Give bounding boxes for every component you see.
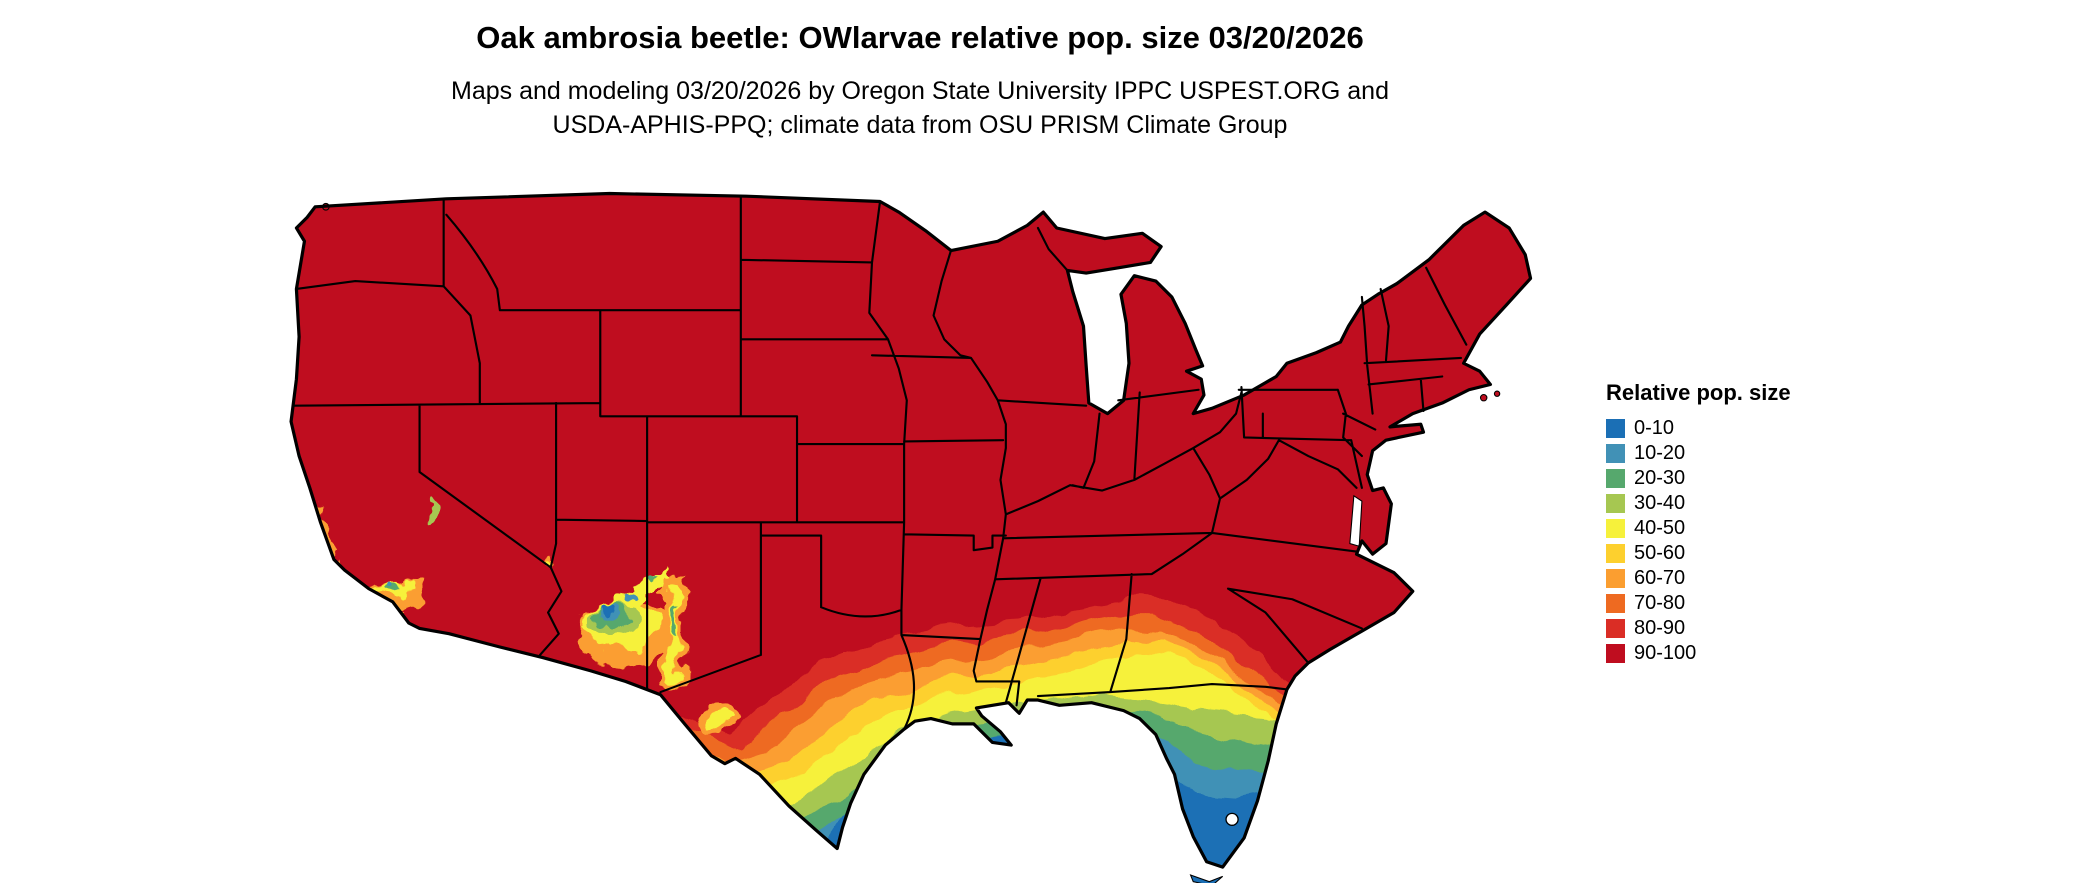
legend-label: 90-100 bbox=[1634, 642, 1697, 664]
page-title: Oak ambrosia beetle: OWlarvae relative p… bbox=[476, 20, 1364, 55]
legend-label: 80-90 bbox=[1634, 617, 1686, 639]
legend-label: 50-60 bbox=[1634, 542, 1686, 564]
legend-label: 40-50 bbox=[1634, 517, 1686, 539]
legend-swatch-20-30 bbox=[1606, 469, 1625, 488]
population-surface bbox=[291, 193, 1531, 868]
legend-label: 0-10 bbox=[1634, 417, 1675, 439]
island-marthas-vineyard bbox=[1493, 390, 1501, 397]
us-outline bbox=[289, 191, 1533, 869]
rio-grande-valley-green bbox=[669, 604, 676, 640]
legend-item: 70-80 bbox=[1606, 591, 1791, 616]
legend-swatch-80-90 bbox=[1606, 619, 1625, 638]
island-nantucket bbox=[1479, 393, 1488, 402]
legend-item: 10-20 bbox=[1606, 441, 1791, 466]
legend-label: 20-30 bbox=[1634, 467, 1686, 489]
legend: Relative pop. size 0-10 10-20 20-30 30-4… bbox=[1606, 380, 1791, 666]
terrain-mottle-southwest bbox=[308, 495, 741, 731]
sierra-streak bbox=[426, 495, 440, 528]
legend-swatch-10-20 bbox=[1606, 444, 1625, 463]
legend-swatch-70-80 bbox=[1606, 594, 1625, 613]
header: Oak ambrosia beetle: OWlarvae relative p… bbox=[0, 20, 1840, 142]
west-texas-mountains-yellow bbox=[707, 707, 732, 724]
population-base-90-100 bbox=[291, 193, 1531, 868]
legend-swatch-60-70 bbox=[1606, 569, 1625, 588]
legend-item: 30-40 bbox=[1606, 491, 1791, 516]
legend-item: 50-60 bbox=[1606, 541, 1791, 566]
legend-swatch-90-100 bbox=[1606, 644, 1625, 663]
legend-label: 10-20 bbox=[1634, 442, 1686, 464]
legend-swatch-40-50 bbox=[1606, 519, 1625, 538]
legend-item: 60-70 bbox=[1606, 566, 1791, 591]
legend-item: 20-30 bbox=[1606, 466, 1791, 491]
socal-mountains-teal bbox=[386, 580, 394, 587]
legend-item: 0-10 bbox=[1606, 416, 1791, 441]
florida-keys-islands bbox=[1189, 874, 1224, 883]
legend-item: 40-50 bbox=[1606, 516, 1791, 541]
legend-swatch-50-60 bbox=[1606, 544, 1625, 563]
legend-item: 80-90 bbox=[1606, 616, 1791, 641]
legend-swatch-30-40 bbox=[1606, 494, 1625, 513]
legend-item: 90-100 bbox=[1606, 641, 1791, 666]
us-map-svg bbox=[289, 191, 1533, 883]
az-mottle-blue bbox=[603, 603, 613, 614]
legend-swatch-0-10 bbox=[1606, 419, 1625, 438]
legend-label: 70-80 bbox=[1634, 592, 1686, 614]
az-highland-speck-1 bbox=[627, 589, 636, 598]
legend-label: 30-40 bbox=[1634, 492, 1686, 514]
lake-okeechobee bbox=[1225, 812, 1239, 826]
subtitle-line-1: Maps and modeling 03/20/2026 by Oregon S… bbox=[451, 77, 1389, 105]
subtitle-line-2: USDA-APHIS-PPQ; climate data from OSU PR… bbox=[552, 111, 1288, 139]
state-borders bbox=[292, 195, 1468, 731]
az-highland-speck-2 bbox=[648, 571, 657, 580]
legend-label: 60-70 bbox=[1634, 567, 1686, 589]
us-population-map bbox=[275, 167, 1560, 883]
legend-title: Relative pop. size bbox=[1606, 380, 1791, 405]
map-subtitle: Maps and modeling 03/20/2026 by Oregon S… bbox=[0, 74, 1840, 142]
